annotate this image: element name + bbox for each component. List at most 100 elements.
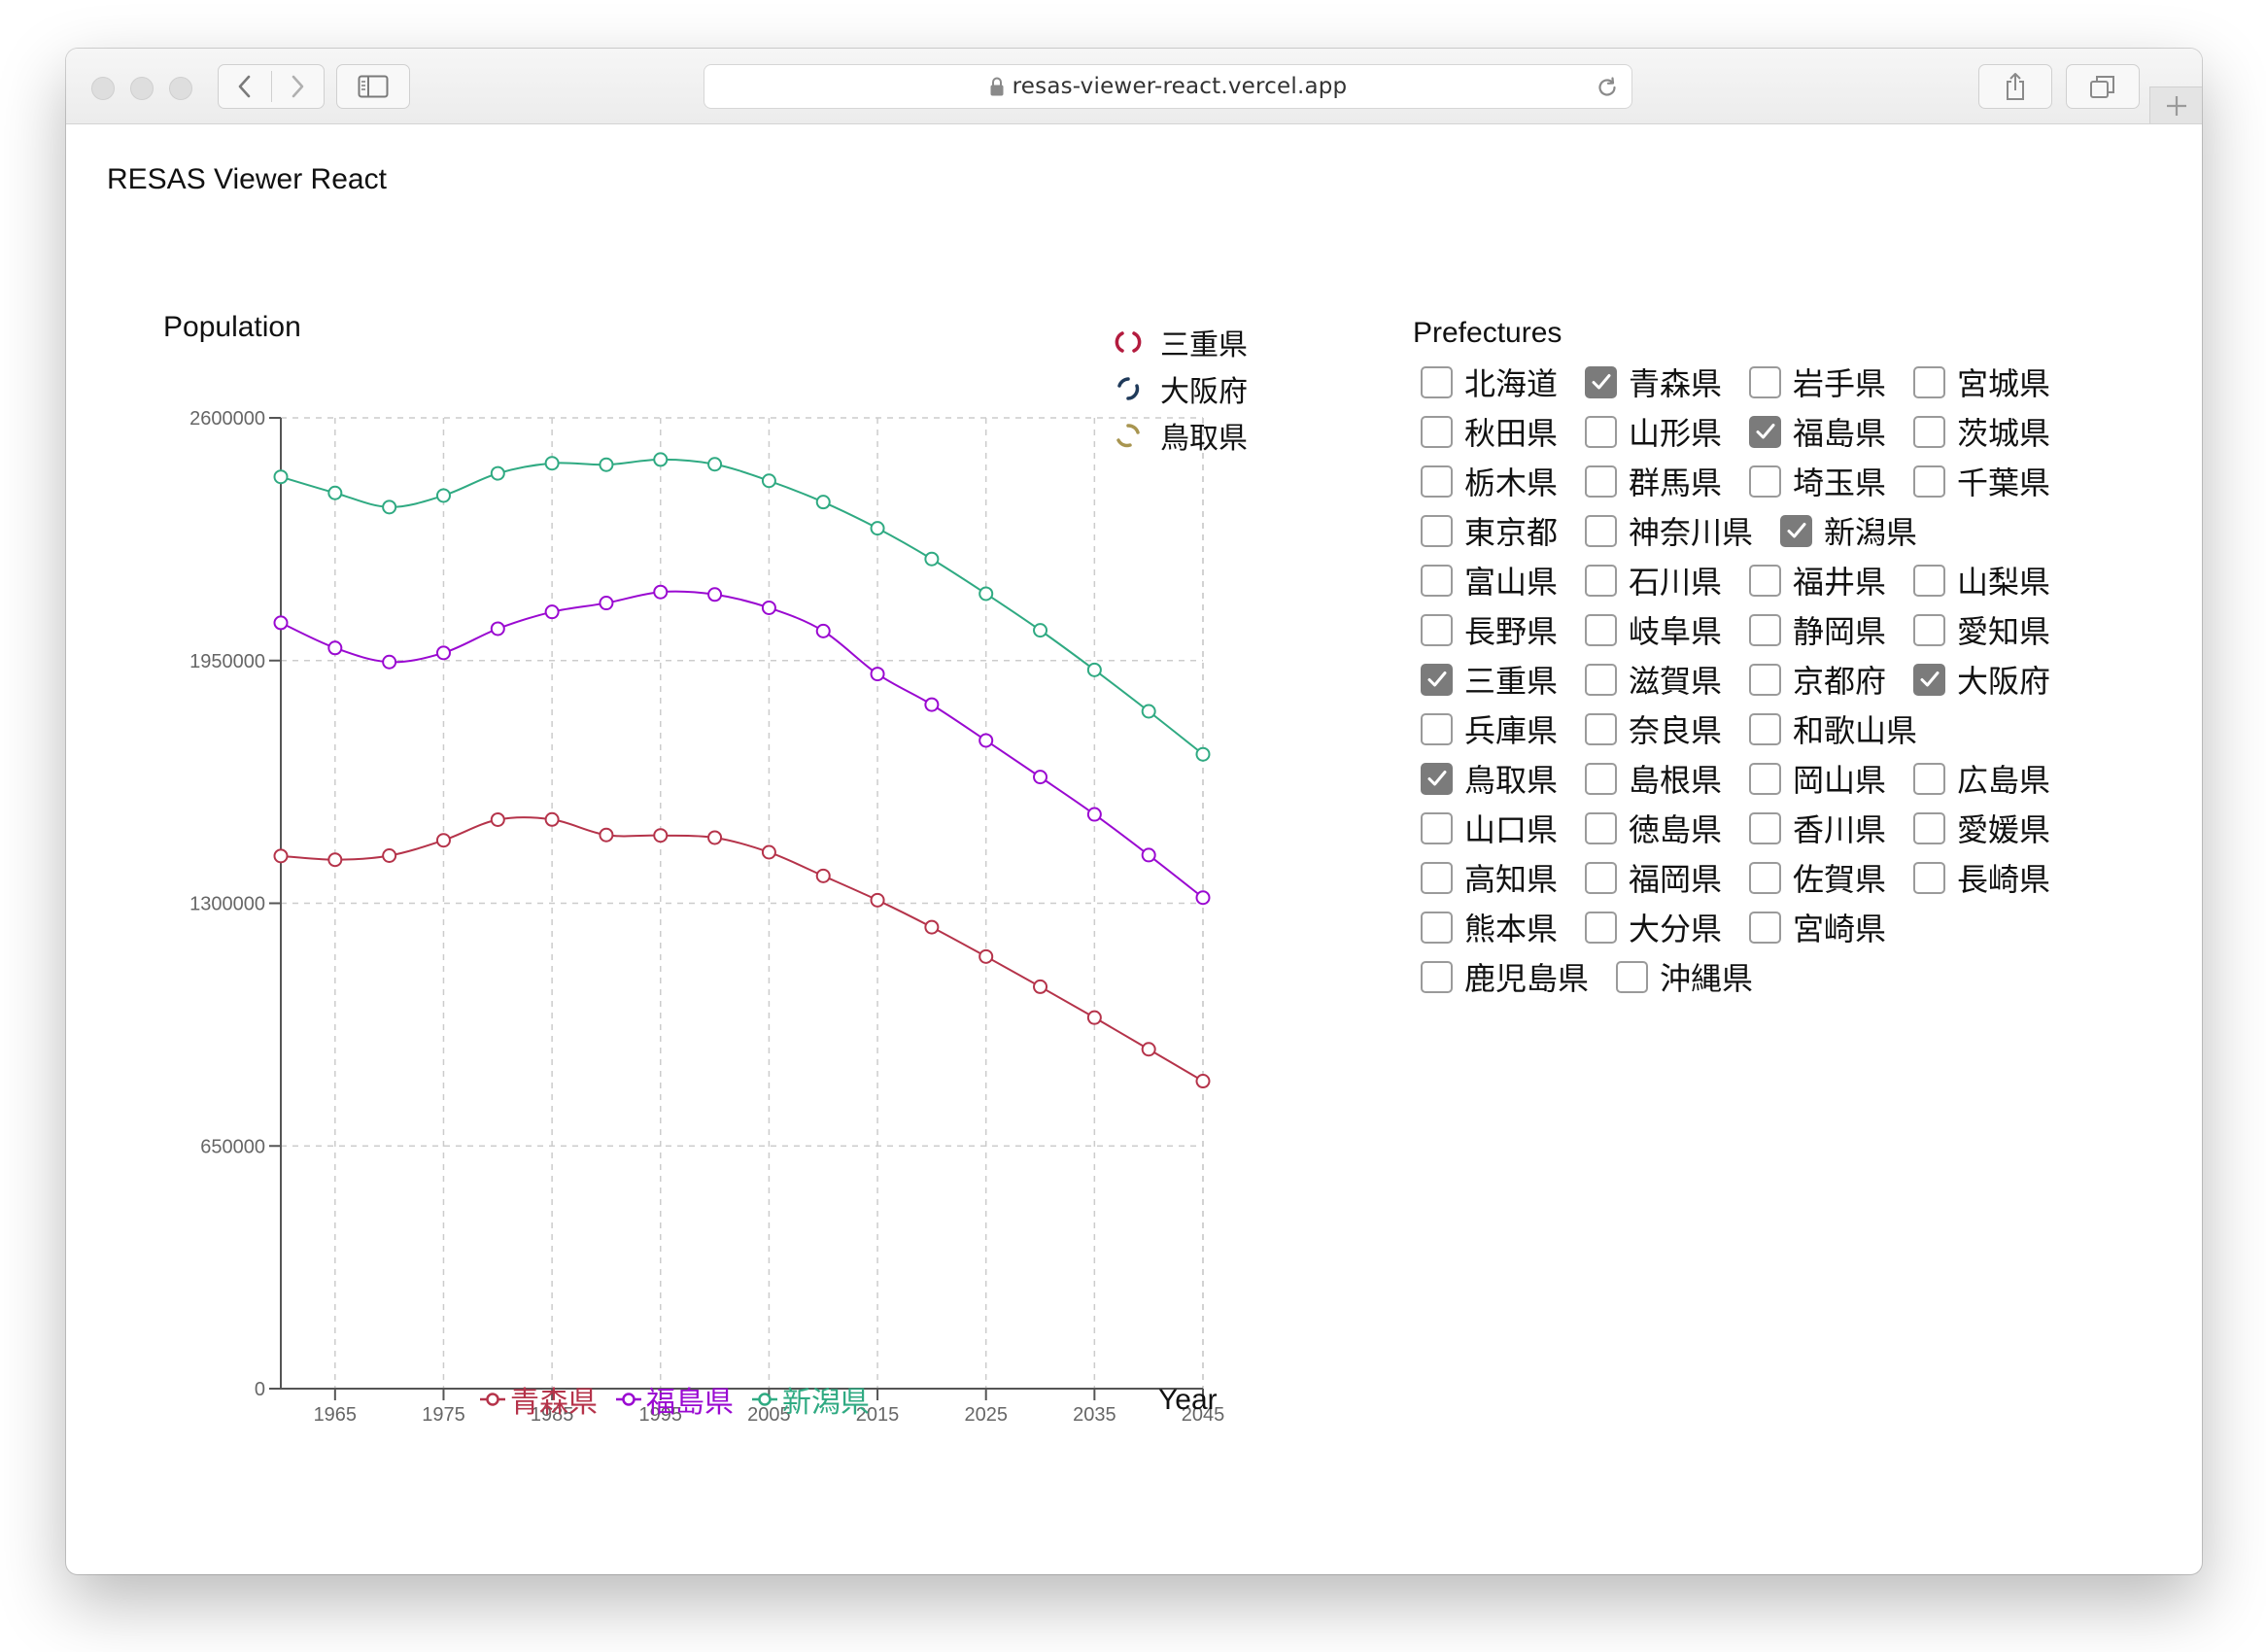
prefecture-checkbox[interactable]: 東京都 <box>1421 508 1558 553</box>
data-point[interactable] <box>815 623 831 638</box>
checkbox-unchecked[interactable] <box>1913 762 1945 795</box>
checkbox-checked[interactable] <box>1421 762 1453 795</box>
data-point[interactable] <box>327 640 343 656</box>
prefecture-checkbox[interactable]: 島根県 <box>1585 756 1722 801</box>
checkbox-unchecked[interactable] <box>1913 811 1945 844</box>
prefecture-checkbox[interactable]: 広島県 <box>1913 756 2050 801</box>
prefecture-checkbox[interactable]: 鳥取県 <box>1421 756 1558 801</box>
data-point[interactable] <box>870 892 885 908</box>
checkbox-unchecked[interactable] <box>1421 465 1453 498</box>
data-point[interactable] <box>490 811 505 827</box>
checkbox-unchecked[interactable] <box>1585 712 1617 745</box>
checkbox-unchecked[interactable] <box>1421 861 1453 894</box>
checkbox-unchecked[interactable] <box>1585 861 1617 894</box>
prefecture-checkbox[interactable]: 兵庫県 <box>1421 706 1558 751</box>
checkbox-unchecked[interactable] <box>1421 613 1453 646</box>
prefecture-checkbox[interactable]: 徳島県 <box>1585 806 1722 850</box>
checkbox-unchecked[interactable] <box>1913 564 1945 597</box>
prefecture-checkbox[interactable]: 福岡県 <box>1585 855 1722 900</box>
data-point[interactable] <box>382 848 397 864</box>
prefecture-checkbox[interactable]: 和歌山県 <box>1749 706 1917 751</box>
data-point[interactable] <box>599 596 614 611</box>
data-point[interactable] <box>653 828 669 843</box>
prefecture-checkbox[interactable]: 長野県 <box>1421 607 1558 652</box>
window-minimize-button[interactable] <box>130 77 154 100</box>
checkbox-unchecked[interactable] <box>1585 415 1617 448</box>
checkbox-unchecked[interactable] <box>1421 911 1453 944</box>
checkbox-unchecked[interactable] <box>1421 811 1453 844</box>
data-point[interactable] <box>653 452 669 467</box>
data-point[interactable] <box>327 852 343 868</box>
data-point[interactable] <box>1141 847 1156 863</box>
data-point[interactable] <box>978 586 994 602</box>
prefecture-checkbox[interactable]: 愛媛県 <box>1913 806 2050 850</box>
prefecture-checkbox[interactable]: 山口県 <box>1421 806 1558 850</box>
back-button[interactable] <box>219 65 271 108</box>
prefecture-checkbox[interactable]: 静岡県 <box>1749 607 1886 652</box>
prefecture-checkbox[interactable]: 京都府 <box>1749 657 1886 702</box>
checkbox-unchecked[interactable] <box>1585 911 1617 944</box>
prefecture-checkbox[interactable]: 神奈川県 <box>1585 508 1753 553</box>
checkbox-unchecked[interactable] <box>1421 415 1453 448</box>
prefecture-checkbox[interactable]: 長崎県 <box>1913 855 2050 900</box>
prefecture-checkbox[interactable]: 愛知県 <box>1913 607 2050 652</box>
checkbox-unchecked[interactable] <box>1585 811 1617 844</box>
data-point[interactable] <box>1141 704 1156 719</box>
prefecture-checkbox[interactable]: 岐阜県 <box>1585 607 1722 652</box>
prefecture-checkbox[interactable]: 福島県 <box>1749 409 1886 454</box>
data-point[interactable] <box>815 495 831 510</box>
checkbox-unchecked[interactable] <box>1749 564 1781 597</box>
prefecture-checkbox[interactable]: 北海道 <box>1421 360 1558 404</box>
checkbox-unchecked[interactable] <box>1913 365 1945 398</box>
prefecture-checkbox[interactable]: 山形県 <box>1585 409 1722 454</box>
prefecture-checkbox[interactable]: 千葉県 <box>1913 459 2050 503</box>
tabs-overview-button[interactable] <box>2066 64 2140 109</box>
prefecture-checkbox[interactable]: 群馬県 <box>1585 459 1722 503</box>
data-point[interactable] <box>435 833 451 848</box>
checkbox-unchecked[interactable] <box>1749 762 1781 795</box>
forward-button[interactable] <box>271 65 324 108</box>
data-point[interactable] <box>707 457 723 472</box>
data-point[interactable] <box>761 600 776 615</box>
data-point[interactable] <box>924 697 940 712</box>
data-point[interactable] <box>435 645 451 661</box>
prefecture-checkbox[interactable]: 奈良県 <box>1585 706 1722 751</box>
checkbox-unchecked[interactable] <box>1749 911 1781 944</box>
reload-icon[interactable] <box>1595 75 1620 100</box>
checkbox-unchecked[interactable] <box>1616 960 1648 993</box>
data-point[interactable] <box>544 456 560 471</box>
data-point[interactable] <box>978 948 994 964</box>
checkbox-unchecked[interactable] <box>1421 712 1453 745</box>
checkbox-unchecked[interactable] <box>1913 465 1945 498</box>
window-zoom-button[interactable] <box>169 77 192 100</box>
data-point[interactable] <box>599 827 614 843</box>
prefecture-checkbox[interactable]: 山梨県 <box>1913 558 2050 602</box>
data-point[interactable] <box>815 868 831 883</box>
checkbox-unchecked[interactable] <box>1913 415 1945 448</box>
checkbox-unchecked[interactable] <box>1913 861 1945 894</box>
data-point[interactable] <box>1033 770 1048 785</box>
prefecture-checkbox[interactable]: 滋賀県 <box>1585 657 1722 702</box>
prefecture-checkbox[interactable]: 新潟県 <box>1780 508 1917 553</box>
prefecture-checkbox[interactable]: 富山県 <box>1421 558 1558 602</box>
prefecture-checkbox[interactable]: 高知県 <box>1421 855 1558 900</box>
data-point[interactable] <box>1086 1010 1102 1025</box>
data-point[interactable] <box>761 844 776 860</box>
prefecture-checkbox[interactable]: 香川県 <box>1749 806 1886 850</box>
share-button[interactable] <box>1978 64 2052 109</box>
data-point[interactable] <box>599 457 614 472</box>
data-point[interactable] <box>544 604 560 620</box>
prefecture-checkbox[interactable]: 埼玉県 <box>1749 459 1886 503</box>
data-point[interactable] <box>870 667 885 682</box>
prefecture-checkbox[interactable]: 岡山県 <box>1749 756 1886 801</box>
prefecture-checkbox[interactable]: 大阪府 <box>1913 657 2050 702</box>
checkbox-unchecked[interactable] <box>1749 365 1781 398</box>
checkbox-checked[interactable] <box>1780 514 1812 547</box>
data-point[interactable] <box>924 919 940 935</box>
checkbox-checked[interactable] <box>1421 663 1453 696</box>
data-point[interactable] <box>382 499 397 515</box>
data-point[interactable] <box>1195 746 1211 762</box>
new-tab-button[interactable] <box>2149 86 2202 123</box>
data-point[interactable] <box>490 621 505 637</box>
data-point[interactable] <box>1033 623 1048 638</box>
